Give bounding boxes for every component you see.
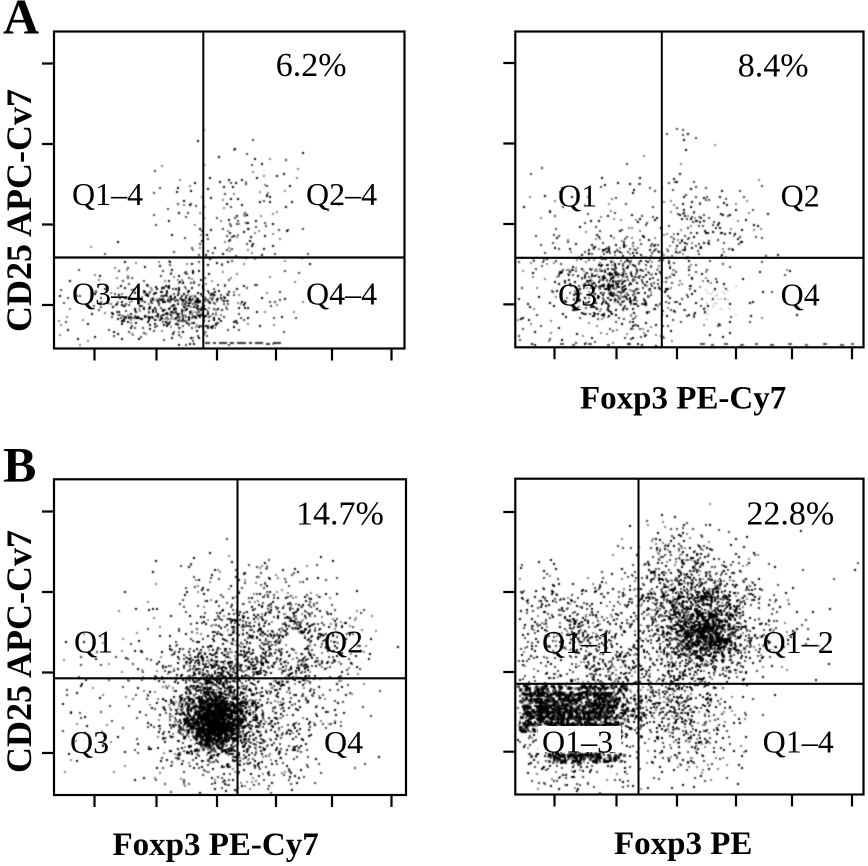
svg-text:B: B — [3, 437, 36, 493]
svg-text:Q3: Q3 — [70, 724, 109, 760]
svg-text:Q1–4: Q1–4 — [763, 724, 834, 760]
svg-text:Foxp3 PE-Cy7: Foxp3 PE-Cy7 — [113, 827, 319, 863]
svg-text:Q3: Q3 — [558, 277, 597, 313]
svg-text:Q4: Q4 — [781, 277, 820, 313]
svg-text:Q1–1: Q1–1 — [542, 624, 613, 660]
svg-text:14.7%: 14.7% — [296, 496, 384, 533]
svg-text:Q1–3: Q1–3 — [542, 724, 613, 760]
svg-text:Q3–4: Q3–4 — [72, 276, 143, 312]
svg-text:Q4: Q4 — [324, 724, 363, 760]
svg-text:Q1–4: Q1–4 — [72, 176, 143, 212]
svg-text:CD25 APC-Cv7: CD25 APC-Cv7 — [0, 89, 39, 332]
svg-text:Q2–4: Q2–4 — [306, 176, 377, 212]
svg-text:Q1: Q1 — [74, 624, 113, 660]
svg-text:Q4–4: Q4–4 — [306, 276, 377, 312]
svg-text:Q1: Q1 — [558, 178, 597, 214]
svg-text:Foxp3 PE-Cy7: Foxp3 PE-Cy7 — [580, 381, 786, 417]
svg-text:Q2: Q2 — [781, 178, 820, 214]
svg-text:Q2: Q2 — [324, 624, 363, 660]
svg-text:CD25 APC-Cv7: CD25 APC-Cv7 — [0, 530, 39, 773]
svg-text:Q1–2: Q1–2 — [763, 624, 834, 660]
svg-text:Foxp3 PE: Foxp3 PE — [614, 826, 752, 862]
svg-text:A: A — [3, 0, 39, 45]
svg-text:6.2%: 6.2% — [276, 47, 347, 84]
svg-text:8.4%: 8.4% — [738, 48, 809, 85]
svg-text:22.8%: 22.8% — [746, 496, 834, 533]
